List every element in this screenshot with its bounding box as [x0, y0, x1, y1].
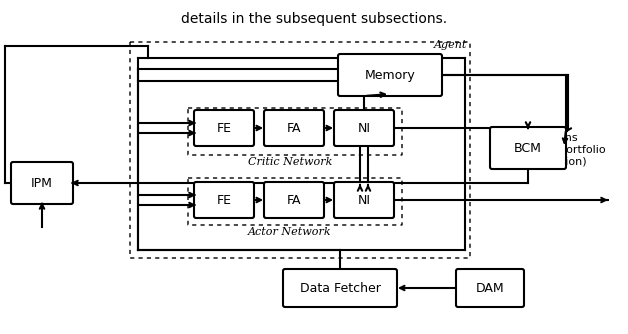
Text: FE: FE: [217, 122, 232, 135]
Text: details in the subsequent subsections.: details in the subsequent subsections.: [181, 12, 447, 26]
Text: NI: NI: [357, 193, 371, 206]
Text: FA: FA: [287, 193, 301, 206]
Text: Critic Network: Critic Network: [248, 157, 332, 167]
FancyBboxPatch shape: [490, 127, 566, 169]
FancyBboxPatch shape: [338, 54, 442, 96]
Text: Actor Network: Actor Network: [248, 227, 332, 237]
FancyBboxPatch shape: [334, 110, 394, 146]
FancyBboxPatch shape: [194, 182, 254, 218]
Text: Data Fetcher: Data Fetcher: [300, 282, 381, 295]
Text: NI: NI: [357, 122, 371, 135]
Text: IPM: IPM: [31, 176, 53, 189]
FancyBboxPatch shape: [264, 110, 324, 146]
Text: BCM: BCM: [514, 142, 542, 155]
Text: Agent: Agent: [433, 40, 467, 50]
FancyBboxPatch shape: [456, 269, 524, 307]
FancyBboxPatch shape: [264, 182, 324, 218]
Text: Actions
(desired portfolio
allocation): Actions (desired portfolio allocation): [510, 133, 606, 167]
Text: FA: FA: [287, 122, 301, 135]
Text: DAM: DAM: [475, 282, 504, 295]
FancyBboxPatch shape: [334, 182, 394, 218]
Text: Memory: Memory: [365, 68, 415, 81]
Text: FE: FE: [217, 193, 232, 206]
FancyBboxPatch shape: [194, 110, 254, 146]
FancyBboxPatch shape: [283, 269, 397, 307]
FancyBboxPatch shape: [11, 162, 73, 204]
